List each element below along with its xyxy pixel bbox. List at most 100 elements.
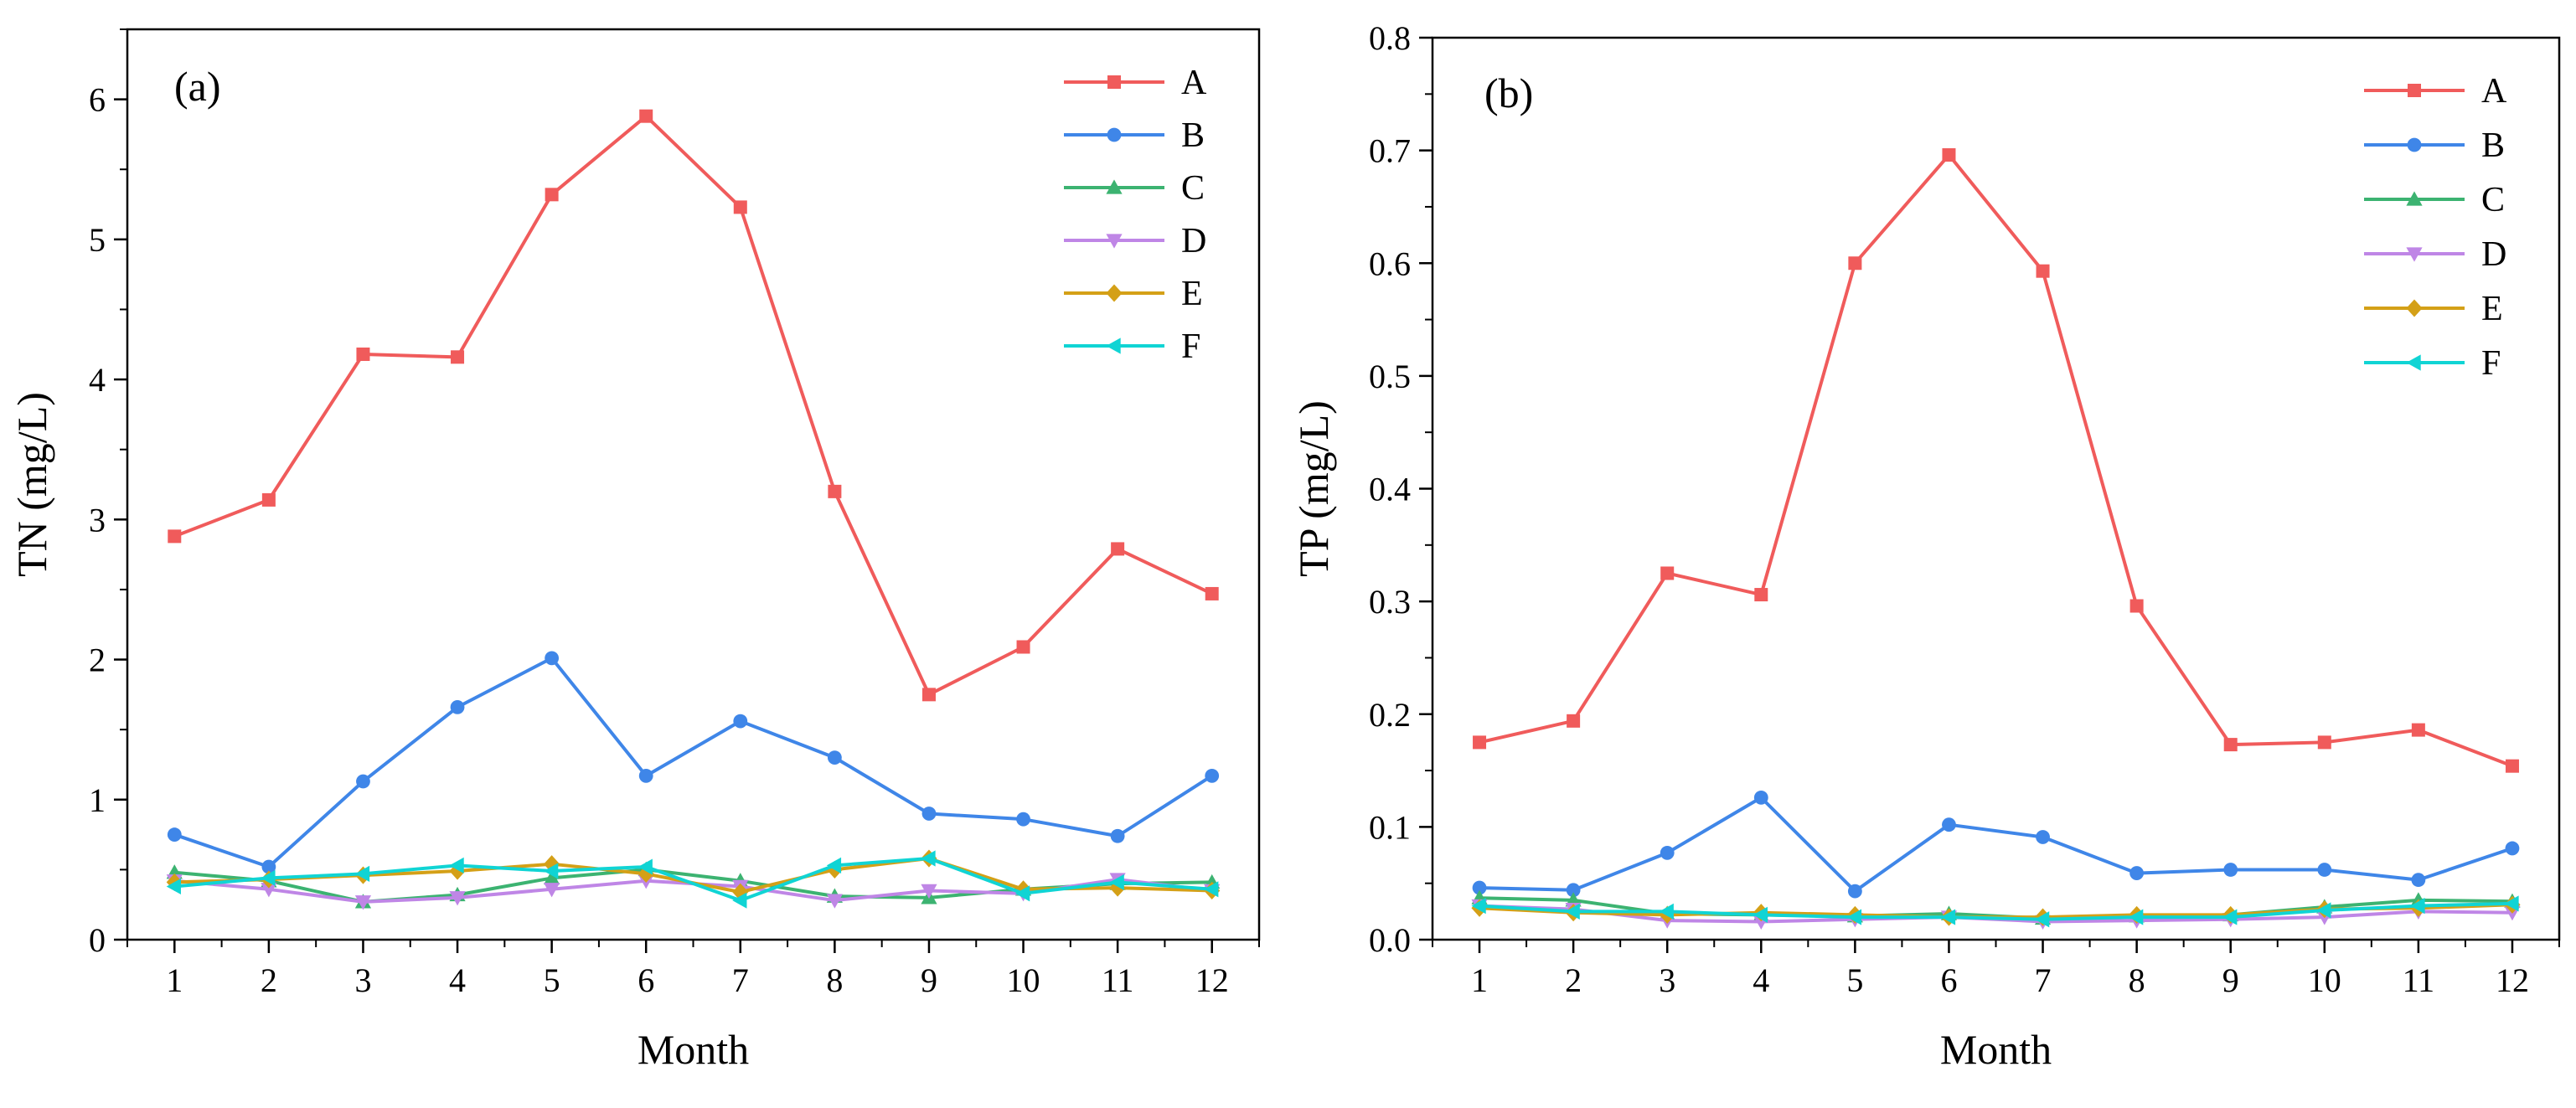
x-tick-label: 8 xyxy=(826,961,843,999)
x-tick-label: 10 xyxy=(2308,961,2341,999)
data-point-B xyxy=(1660,845,1675,860)
series-F xyxy=(166,850,1219,909)
x-tick-label: 5 xyxy=(1846,961,1863,999)
series-A xyxy=(168,109,1219,702)
data-point-D xyxy=(354,895,372,910)
legend-label: D xyxy=(1181,222,1206,260)
panel-label-a: (a) xyxy=(174,63,221,110)
data-point-A xyxy=(1111,542,1125,556)
y-tick-label: 4 xyxy=(89,361,106,399)
x-tick-label: 2 xyxy=(261,961,277,999)
legend-label: C xyxy=(2481,181,2505,219)
y-tick-label: 0.7 xyxy=(1369,132,1411,170)
data-point-D xyxy=(261,883,277,898)
series-line-B xyxy=(173,656,1213,869)
data-point-B xyxy=(356,774,370,789)
data-point-A xyxy=(2129,599,2144,613)
series-group xyxy=(166,109,1221,910)
data-point-F xyxy=(826,857,842,874)
data-point-B xyxy=(2223,863,2238,877)
data-point-A xyxy=(168,529,182,544)
y-tick-label: 0.3 xyxy=(1369,583,1411,621)
x-tick-label: 6 xyxy=(638,961,654,999)
x-tick-label: 4 xyxy=(1753,961,1769,999)
legend-label: A xyxy=(2481,72,2507,111)
legend-item-B: B xyxy=(1064,116,1205,155)
data-point-F xyxy=(1565,903,1580,920)
data-point-B xyxy=(545,651,560,666)
legend-label: E xyxy=(2481,290,2503,328)
y-tick-label: 5 xyxy=(89,221,106,259)
data-point-F xyxy=(2222,909,2238,925)
data-point-F xyxy=(354,865,370,883)
data-point-B xyxy=(2036,830,2050,844)
panel-label-b: (b) xyxy=(1484,70,1533,116)
data-point-D xyxy=(826,894,843,909)
data-point-F xyxy=(544,863,559,879)
legend-item-E: E xyxy=(1064,275,1203,313)
legend-marker xyxy=(1107,75,1121,89)
x-tick-label: 6 xyxy=(1940,961,1957,999)
legend-label: D xyxy=(2481,235,2506,274)
data-point-F xyxy=(1940,909,1956,925)
data-point-D xyxy=(921,884,937,899)
data-point-A xyxy=(1660,566,1675,580)
legend-marker xyxy=(1106,234,1123,249)
x-tick-label: 5 xyxy=(544,961,560,999)
data-point-F xyxy=(1204,881,1219,898)
data-point-A xyxy=(2411,723,2425,737)
data-point-F xyxy=(1753,906,1768,923)
data-point-B xyxy=(827,750,842,765)
data-point-A xyxy=(1473,735,1487,750)
data-point-B xyxy=(1205,768,1220,783)
data-point-A xyxy=(261,492,276,507)
x-tick-label: 11 xyxy=(2403,961,2435,999)
legend-item-A: A xyxy=(1064,64,1207,102)
legend-marker xyxy=(2406,247,2423,262)
series-line-B xyxy=(1479,796,2513,894)
data-point-F xyxy=(921,850,936,867)
legend-label: B xyxy=(2481,126,2505,165)
data-point-B xyxy=(921,807,937,821)
data-point-F xyxy=(261,869,276,887)
data-point-A xyxy=(545,188,559,202)
legend-marker xyxy=(2406,191,2423,206)
data-point-F xyxy=(2316,902,2331,919)
legend-marker xyxy=(2408,84,2421,97)
legend-item-A: A xyxy=(2364,72,2507,111)
y-axis-label: TN (mg/L) xyxy=(8,392,55,577)
data-point-E xyxy=(1109,879,1126,897)
x-tick-label: 3 xyxy=(1659,961,1675,999)
data-point-A xyxy=(1754,588,1768,602)
data-point-A xyxy=(356,347,370,361)
series-B xyxy=(1472,790,2520,899)
x-axis-label: Month xyxy=(1940,1026,2052,1073)
data-point-F xyxy=(732,892,747,909)
series-group xyxy=(1471,148,2521,930)
data-point-D xyxy=(449,891,466,906)
data-point-F xyxy=(1471,898,1486,915)
data-point-B xyxy=(450,699,465,714)
data-point-F xyxy=(2410,898,2425,915)
data-point-B xyxy=(1753,790,1768,805)
x-tick-label: 9 xyxy=(2222,961,2239,999)
legend-item-D: D xyxy=(1064,222,1206,260)
legend-label: A xyxy=(1181,64,1207,102)
x-tick-label: 2 xyxy=(1565,961,1582,999)
data-point-D xyxy=(544,883,560,898)
panel-b-tp-chart: 1 2 3 4 5 6 7 8 9 10 11 120.00.10.20.30.40.50.60.70… xyxy=(1290,19,2561,1073)
data-point-A xyxy=(451,350,465,364)
y-tick-label: 0.0 xyxy=(1369,921,1411,959)
x-tick-label: 9 xyxy=(921,961,937,999)
legend-item-C: C xyxy=(2364,181,2505,219)
data-point-A xyxy=(2505,759,2519,773)
data-point-A xyxy=(639,109,653,123)
data-point-B xyxy=(1110,828,1125,843)
data-point-B xyxy=(638,768,653,783)
data-point-B xyxy=(1847,884,1862,899)
x-tick-label: 1 xyxy=(1471,961,1488,999)
y-tick-label: 0.6 xyxy=(1369,245,1411,282)
y-tick-label: 0.5 xyxy=(1369,358,1411,395)
